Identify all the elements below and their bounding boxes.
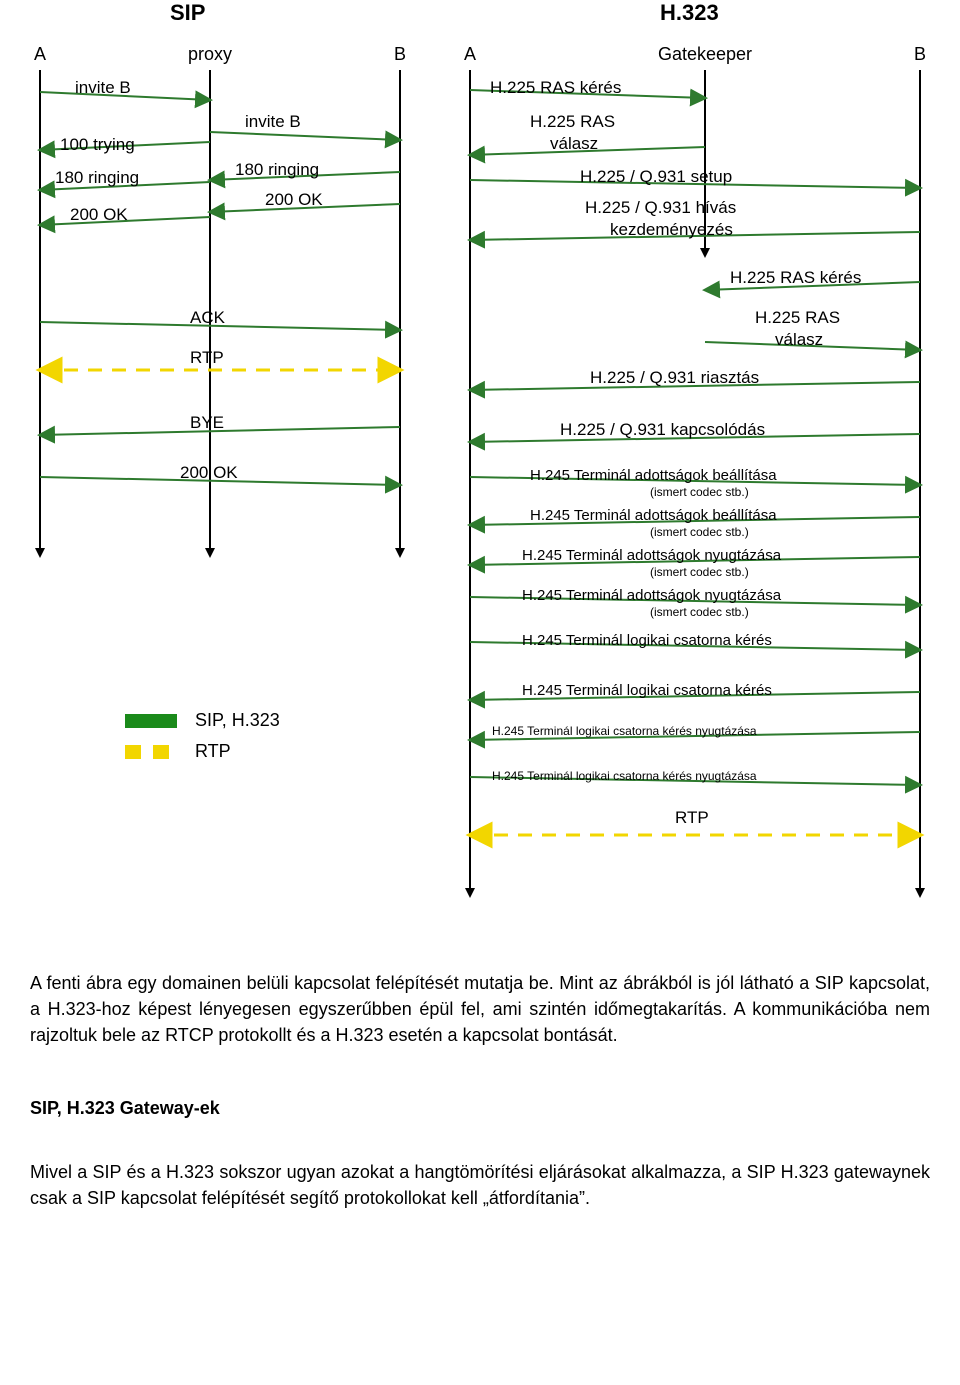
message-label: H.245 Terminál adottságok nyugtázása <box>522 547 781 564</box>
legend-row: RTP <box>125 741 280 762</box>
message-sublabel: (ismert codec stb.) <box>650 565 749 579</box>
legend: SIP, H.323 RTP <box>125 710 280 772</box>
message-label: H.245 Terminál logikai csatorna kérés <box>522 632 772 649</box>
section-heading: SIP, H.323 Gateway-ek <box>0 1088 960 1129</box>
lifeline-label: B <box>394 44 406 65</box>
message-label: 180 ringing <box>235 160 319 180</box>
legend-swatch <box>125 745 177 759</box>
diagrams-container: Aproxy Binvite B invite B 100 trying 180 rin… <box>0 40 960 900</box>
message-label: H.225 / Q.931 setup <box>580 167 732 187</box>
message-label: 200 OK <box>180 463 238 483</box>
message-label: BYE <box>190 413 224 433</box>
message-label: invite B <box>75 78 131 98</box>
paragraph-2: Mivel a SIP és a H.323 sokszor ugyan azo… <box>0 1159 960 1221</box>
message-label: H.225 / Q.931 riasztás <box>590 368 759 388</box>
message-label: H.245 Terminál logikai csatorna kérés <box>522 682 772 699</box>
message-label: H.225 / Q.931 kapcsolódás <box>560 420 765 440</box>
message-label-line2: válasz <box>775 330 823 350</box>
message-label: H.245 Terminál logikai csatorna kérés ny… <box>492 724 757 738</box>
message-label: H.225 RAS kérés <box>490 78 621 98</box>
page: SIP H.323 Aproxy Binvite B invite B 100 try… <box>0 0 960 1221</box>
message-label: 200 OK <box>70 205 128 225</box>
sip-title: SIP <box>170 0 205 26</box>
message-label-line2: válasz <box>550 134 598 154</box>
sip-sequence-diagram: Aproxy Binvite B invite B 100 trying 180 rin… <box>20 40 420 560</box>
legend-row: SIP, H.323 <box>125 710 280 731</box>
lifeline-label: A <box>34 44 46 65</box>
message-label: H.225 RAS <box>530 112 615 132</box>
message-label: H.225 RAS kérés <box>730 268 861 288</box>
legend-label: SIP, H.323 <box>195 710 280 731</box>
h323-sequence-diagram: AGatekeeperBH.225 RAS kérésH.225 RASvála… <box>450 40 940 900</box>
message-label-line2: kezdeményezés <box>610 220 733 240</box>
lifeline-label: proxy <box>188 44 232 65</box>
message-sublabel: (ismert codec stb.) <box>650 485 749 499</box>
h323-title: H.323 <box>660 0 719 26</box>
message-label: H.245 Terminál adottságok nyugtázása <box>522 587 781 604</box>
message-label: H.225 / Q.931 hívás <box>585 198 736 218</box>
lifeline-label: A <box>464 44 476 65</box>
message-label: RTP <box>190 348 224 368</box>
message-label: RTP <box>675 808 709 828</box>
message-label: H.245 Terminál logikai csatorna kérés ny… <box>492 769 757 783</box>
lifeline-label: B <box>914 44 926 65</box>
message-label: 100 trying <box>60 135 135 155</box>
legend-swatch <box>125 714 177 728</box>
message-label: H.245 Terminál adottságok beállítása <box>530 467 777 484</box>
titles-row: SIP H.323 <box>0 0 960 40</box>
message-label: 200 OK <box>265 190 323 210</box>
message-label: 180 ringing <box>55 168 139 188</box>
lifeline-label: Gatekeeper <box>658 44 752 65</box>
paragraph-1: A fenti ábra egy domainen belüli kapcsol… <box>0 940 960 1058</box>
message-sublabel: (ismert codec stb.) <box>650 605 749 619</box>
message-sublabel: (ismert codec stb.) <box>650 525 749 539</box>
message-label: ACK <box>190 308 225 328</box>
message-label: H.245 Terminál adottságok beállítása <box>530 507 777 524</box>
legend-label: RTP <box>195 741 231 762</box>
message-label: H.225 RAS <box>755 308 840 328</box>
message-label: invite B <box>245 112 301 132</box>
